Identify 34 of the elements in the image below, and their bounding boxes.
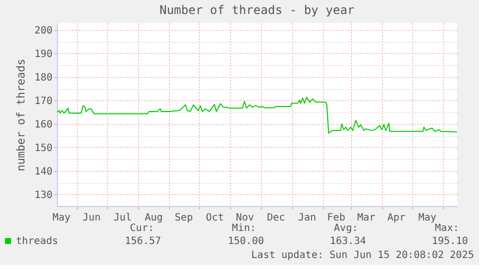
x-tick-label: Aug bbox=[144, 212, 163, 224]
y-tick-label: 170 bbox=[34, 96, 52, 107]
text: 195.10 bbox=[432, 236, 468, 247]
y-tick-label: 200 bbox=[34, 26, 52, 37]
text: Min: bbox=[232, 223, 256, 234]
text: Max: bbox=[434, 223, 459, 234]
text: Avg: bbox=[334, 223, 358, 234]
x-tick-label: Jan bbox=[298, 212, 316, 224]
y-tick-label: 160 bbox=[34, 119, 52, 130]
y-tick-label: 150 bbox=[34, 142, 52, 154]
x-tick-label: Mar bbox=[357, 212, 376, 224]
legend-label: threads bbox=[16, 236, 58, 247]
text: 150.00 bbox=[228, 236, 264, 247]
x-tick-label: Jun bbox=[82, 212, 101, 224]
y-tick-label: 180 bbox=[34, 72, 52, 84]
x-tick-label: May bbox=[418, 212, 436, 224]
text: Last update: Sun Jun 15 20:08:02 2025 bbox=[251, 250, 474, 261]
text: 156.57 bbox=[124, 236, 161, 247]
x-tick-label: May bbox=[52, 212, 71, 224]
text: 163.34 bbox=[330, 236, 366, 247]
x-tick-label: Jul bbox=[114, 212, 132, 224]
x-tick-label: Feb bbox=[327, 212, 346, 224]
y-axis-title: number of threads bbox=[14, 58, 28, 172]
x-tick-label: Sep bbox=[174, 212, 193, 224]
x-tick-label: Dec bbox=[267, 212, 286, 224]
y-tick-label: 190 bbox=[34, 49, 52, 60]
y-tick-label: 140 bbox=[34, 166, 52, 178]
text: Cur: bbox=[130, 223, 154, 234]
chart-title: Number of threads - by year bbox=[159, 3, 355, 17]
x-tick-label: Oct bbox=[206, 212, 224, 224]
x-tick-label: Apr bbox=[387, 212, 406, 224]
y-tick-label: 130 bbox=[34, 190, 52, 201]
line-series bbox=[57, 96, 457, 134]
x-tick-label: Nov bbox=[236, 212, 254, 224]
